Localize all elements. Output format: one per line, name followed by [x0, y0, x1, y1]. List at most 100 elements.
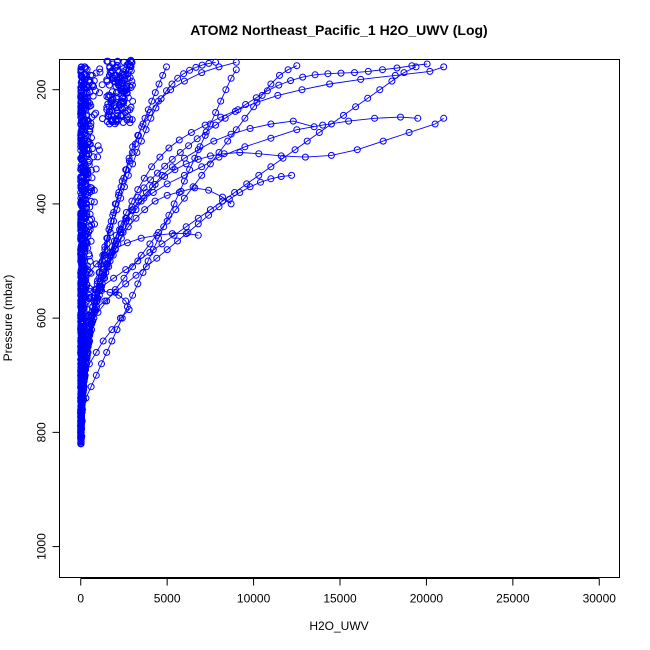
data-point — [77, 440, 85, 448]
data-point — [139, 269, 147, 276]
data-point — [82, 73, 90, 81]
data-point — [215, 63, 223, 71]
data-point — [83, 230, 91, 238]
data-point — [289, 117, 297, 125]
y-tick-label: 200 — [35, 79, 49, 99]
data-point — [113, 326, 121, 334]
data-point — [118, 111, 126, 119]
data-point — [414, 114, 422, 122]
data-point — [88, 187, 95, 195]
data-point — [198, 171, 206, 179]
data-point — [180, 77, 188, 85]
data-point — [98, 360, 105, 368]
data-point — [220, 150, 228, 158]
data-point — [103, 103, 111, 111]
y-axis-label: Pressure (mbar) — [1, 275, 15, 362]
data-point — [171, 166, 179, 174]
data-point — [91, 306, 99, 314]
data-point — [257, 178, 264, 186]
data-point — [187, 129, 195, 136]
data-point — [92, 260, 100, 268]
data-point — [287, 77, 295, 85]
data-point — [299, 73, 307, 81]
data-point — [159, 71, 167, 79]
data-point — [77, 257, 85, 265]
data-point — [90, 153, 97, 161]
data-point — [122, 280, 130, 288]
data-point — [210, 137, 218, 145]
data-point — [103, 57, 111, 65]
data-point — [236, 189, 244, 196]
data-point — [125, 66, 133, 74]
data-point — [77, 143, 85, 151]
data-point — [351, 69, 358, 77]
data-point — [241, 114, 249, 122]
data-point — [123, 166, 130, 174]
data-point — [131, 140, 139, 148]
data-point — [388, 77, 396, 85]
data-point — [118, 70, 126, 78]
data-point — [92, 69, 100, 77]
data-point — [110, 209, 118, 216]
data-point — [231, 107, 239, 115]
data-point — [86, 127, 94, 135]
x-tick-label: 10000 — [237, 592, 271, 606]
data-point — [112, 240, 120, 248]
data-point — [110, 217, 118, 225]
data-point — [137, 137, 145, 145]
data-point — [155, 234, 162, 242]
data-point — [118, 314, 126, 322]
data-point — [189, 183, 197, 191]
data-point — [191, 154, 199, 162]
data-point — [82, 314, 90, 322]
chart-title: ATOM2 Northeast_Pacific_1 H2O_UWV (Log) — [190, 22, 487, 38]
data-point — [193, 135, 201, 143]
data-point — [219, 197, 226, 205]
data-point — [80, 371, 88, 379]
data-point — [157, 95, 165, 103]
data-point — [153, 254, 161, 262]
data-point — [258, 91, 266, 99]
data-point — [148, 163, 156, 171]
data-point — [174, 237, 181, 245]
data-point — [134, 193, 142, 201]
data-point — [165, 144, 173, 152]
data-point — [127, 103, 135, 111]
data-point — [88, 145, 96, 153]
data-point — [78, 296, 86, 303]
data-point — [111, 288, 119, 296]
data-point — [149, 189, 157, 196]
data-point — [80, 159, 88, 167]
data-point — [108, 97, 116, 105]
data-point — [77, 291, 85, 299]
data-point — [77, 177, 85, 185]
data-point — [83, 305, 91, 313]
data-point — [357, 75, 365, 83]
data-point — [82, 331, 90, 339]
data-point — [250, 103, 258, 111]
data-point — [110, 274, 118, 282]
y-tick-label: 1000 — [35, 533, 49, 560]
data-point — [175, 136, 183, 144]
data-point — [103, 93, 111, 100]
data-point — [412, 63, 420, 71]
data-point — [120, 95, 128, 103]
data-point — [202, 128, 210, 136]
data-point — [326, 80, 334, 88]
data-point — [120, 174, 128, 182]
data-point — [113, 61, 121, 69]
data-point — [108, 88, 116, 96]
data-point — [206, 206, 214, 214]
data-point — [87, 184, 95, 191]
data-point — [105, 81, 113, 89]
data-point — [267, 175, 275, 183]
y-tick-label: 400 — [35, 194, 49, 214]
y-axis: 200 400 600 800 1000 — [35, 79, 60, 560]
data-series — [79, 66, 240, 413]
data-point — [277, 152, 285, 160]
data-point — [108, 337, 116, 345]
data-point — [86, 88, 94, 96]
data-point — [117, 229, 124, 236]
data-point — [144, 257, 152, 265]
data-point — [397, 113, 404, 121]
